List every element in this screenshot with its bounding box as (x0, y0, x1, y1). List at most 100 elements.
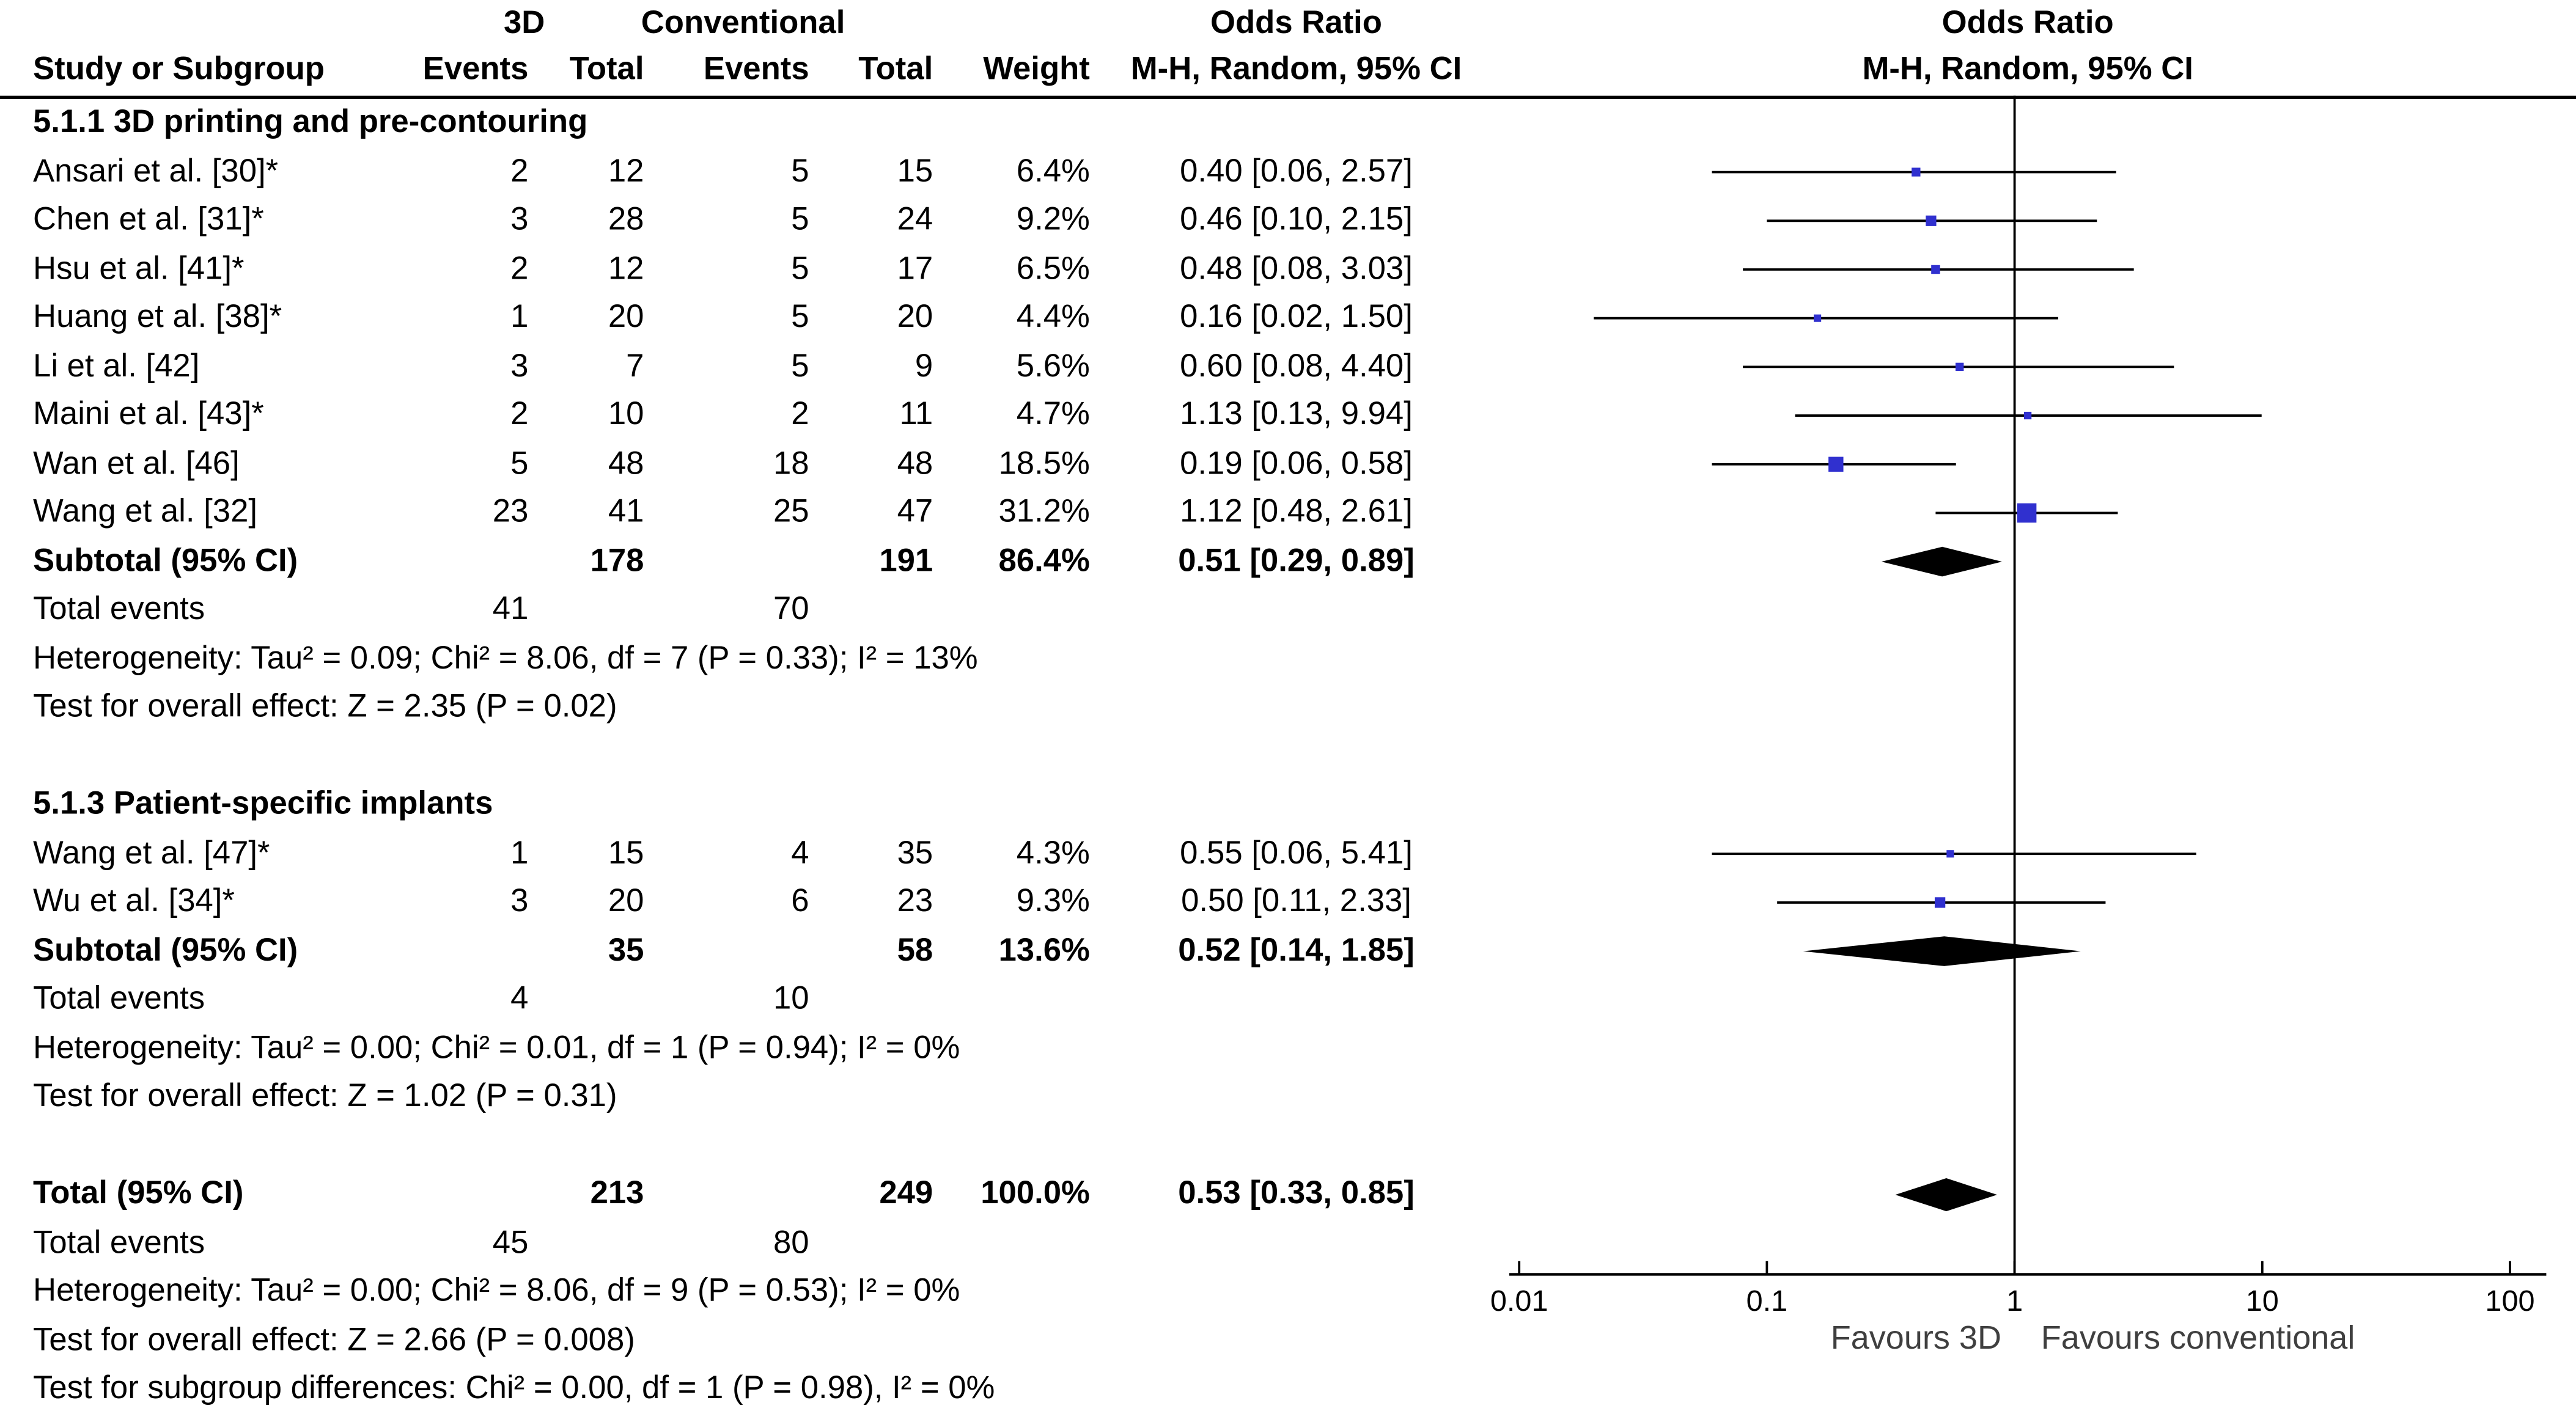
axis-tick-label: 10 (2246, 1285, 2279, 1318)
or-ci-label: 0.48 [0.08, 3.03] (1180, 250, 1413, 287)
overall-effect-text: Test for overall effect: Z = 2.66 (P = 0… (33, 1321, 635, 1358)
tev-row: Total events 41 70 (0, 586, 2576, 635)
weight: 5.6% (1016, 347, 1090, 384)
study-row: Maini et al. [43]* 2 10 2 11 4.7% 1.13 [0.13, … (0, 391, 2576, 440)
heterogeneity-text: Heterogeneity: Tau² = 0.00; Chi² = 0.01,… (33, 1029, 960, 1066)
total-conventional: 48 (897, 445, 933, 482)
total-conventional: 23 (897, 883, 933, 920)
weight: 4.3% (1016, 834, 1090, 871)
subtotal-row: Subtotal (95% CI) 35 58 13.6% 0.52 [0.14, 1.… (0, 927, 2576, 976)
total-3d: 7 (626, 347, 644, 384)
or-square (1814, 314, 1822, 322)
or-ci-label: 0.53 [0.33, 0.85] (1178, 1175, 1415, 1212)
events-3d: 2 (510, 250, 529, 287)
total-conventional: 11 (899, 396, 933, 433)
header-divider (0, 95, 2576, 100)
study-name: Wan et al. [46] (33, 445, 240, 482)
weight: 4.7% (1016, 396, 1090, 433)
or-ci-label: 0.60 [0.08, 4.40] (1180, 347, 1413, 384)
events-conventional: 18 (773, 445, 809, 482)
study-name: Wu et al. [34]* (33, 883, 235, 920)
total-conventional: 249 (879, 1175, 933, 1212)
group-header-row: 3D Conventional Odds Ratio Odds Ratio (0, 0, 2576, 48)
weight: 9.2% (1016, 201, 1090, 238)
favours-3d-label: Favours 3D (1830, 1321, 2001, 1357)
overall-effect-text: Test for overall effect: Z = 2.35 (P = 0… (33, 688, 617, 725)
favours-conventional-label: Favours conventional (2041, 1321, 2355, 1357)
total-3d: 10 (608, 396, 644, 433)
overall-effect-text: Test for overall effect: Z = 1.02 (P = 0… (33, 1077, 617, 1115)
weight: 4.4% (1016, 298, 1090, 335)
or-square (1955, 362, 1964, 372)
or-ci-label: 0.40 [0.06, 2.57] (1180, 152, 1413, 189)
total-3d-column-header: Total (569, 51, 644, 88)
heterogeneity-text: Heterogeneity: Tau² = 0.00; Chi² = 8.06,… (33, 1272, 960, 1310)
events-3d-column-header: Events (422, 51, 529, 88)
or-square (1926, 215, 1937, 226)
subtotal-row: Subtotal (95% CI) 178 191 86.4% 0.51 [0.29, … (0, 537, 2576, 586)
subgroup-title-row: 5.1.3 Patient-specific implants (0, 781, 2576, 830)
events-3d: 3 (510, 347, 529, 384)
events-3d: 1 (510, 834, 529, 871)
total-events-conventional: 70 (773, 591, 809, 628)
study-name: Maini et al. [43]* (33, 396, 264, 433)
weight: 31.2% (998, 493, 1090, 530)
odds-ratio-plot-header: Odds Ratio (1941, 5, 2114, 42)
ci-text-column-header: M-H, Random, 95% CI (1130, 51, 1462, 88)
subgroup-title-row: 5.1.1 3D printing and pre-contouring (0, 99, 2576, 148)
total-3d: 178 (590, 542, 644, 579)
overall-effect-text: Test for overall effect: Z = 2.66 (P = 0… (0, 1316, 2576, 1365)
events-3d: 3 (510, 201, 529, 238)
events-3d: 23 (492, 493, 529, 530)
total-events-label: Total events (33, 591, 205, 628)
total-conventional: 47 (897, 493, 933, 530)
study-name: Li et al. [42] (33, 347, 200, 384)
group-header-conventional: Conventional (641, 5, 845, 42)
or-ci-label: 0.46 [0.10, 2.15] (1180, 201, 1413, 238)
or-square (2023, 411, 2032, 420)
or-square (1828, 456, 1844, 472)
total-events-3d: 4 (510, 980, 529, 1017)
or-ci-label: 1.12 [0.48, 2.61] (1180, 493, 1413, 530)
study-name: Ansari et al. [30]* (33, 152, 279, 189)
events-conventional: 5 (791, 347, 809, 384)
events-conventional: 4 (791, 834, 809, 871)
weight: 86.4% (998, 542, 1090, 579)
heterogeneity-text: Heterogeneity: Tau² = 0.00; Chi² = 0.01,… (0, 1024, 2576, 1073)
total-3d: 20 (608, 298, 644, 335)
axis-tick-label: 0.01 (1490, 1285, 1548, 1318)
weight: 6.5% (1016, 250, 1090, 287)
subgroup-title: 5.1.1 3D printing and pre-contouring (33, 104, 588, 141)
events-3d: 1 (510, 298, 529, 335)
subgroup-differences-text: Test for subgroup differences: Chi² = 0.… (33, 1370, 995, 1407)
total-events-3d: 41 (492, 591, 529, 628)
pooled-name: Total (95% CI) (33, 1175, 244, 1212)
subtotal-diamond (1803, 936, 2081, 966)
tev-row: Total events 4 10 (0, 975, 2576, 1024)
weight: 9.3% (1016, 883, 1090, 920)
or-square (1931, 265, 1940, 274)
subgroup-title: 5.1.3 Patient-specific implants (33, 785, 493, 823)
or-square (1934, 897, 1946, 908)
study-name: Hsu et al. [41]* (33, 250, 245, 287)
events-3d: 2 (510, 396, 529, 433)
total-3d: 41 (608, 493, 644, 530)
total-conventional-column-header: Total (858, 51, 933, 88)
study-row: Chen et al. [31]* 3 28 5 24 9.2% 0.46 [0.10, 2… (0, 196, 2576, 245)
total-events-label: Total events (33, 1224, 205, 1261)
total-3d: 213 (590, 1175, 644, 1212)
total-conventional: 35 (897, 834, 933, 871)
or-square (1912, 167, 1921, 177)
weight: 13.6% (998, 931, 1090, 969)
study-name: Chen et al. [31]* (33, 201, 264, 238)
total-3d: 12 (608, 152, 644, 189)
total-3d: 28 (608, 201, 644, 238)
study-row: Wang et al. [32] 23 41 25 47 31.2% 1.12 [0.48,… (0, 489, 2576, 538)
events-3d: 3 (510, 883, 529, 920)
or-ci-label: 0.50 [0.11, 2.33] (1181, 883, 1411, 920)
weight: 18.5% (998, 445, 1090, 482)
study-column-header: Study or Subgroup (33, 51, 325, 88)
